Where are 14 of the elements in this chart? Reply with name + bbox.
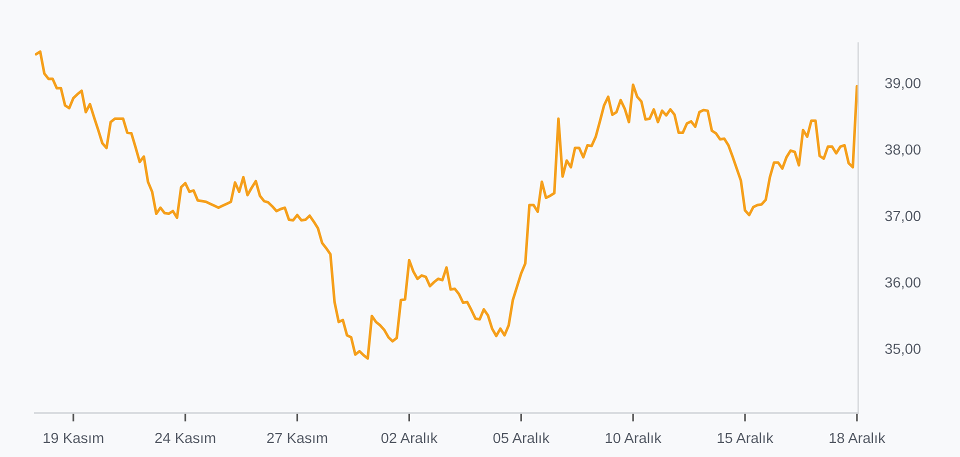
x-tick-label: 18 Aralık [830,432,886,444]
x-tick-label: 27 Kasım [267,432,328,444]
line-series [34,50,858,360]
x-tick-label: 15 Aralık [718,432,774,444]
x-tick-label: 10 Aralık [606,432,662,444]
x-tick-label: 19 Kasım [44,432,104,444]
y-tick-label: 36,00 [885,277,921,290]
y-tick-label: 37,00 [885,210,921,223]
x-tick-label: 05 Aralık [493,432,550,444]
y-tick-label: 38,00 [885,144,921,156]
x-tick-label: 24 Kasım [155,432,216,444]
y-tick-label: 35,00 [885,344,921,356]
y-tick-label: 39,00 [885,78,921,90]
x-tick-label: 02 Aralık [381,432,438,444]
